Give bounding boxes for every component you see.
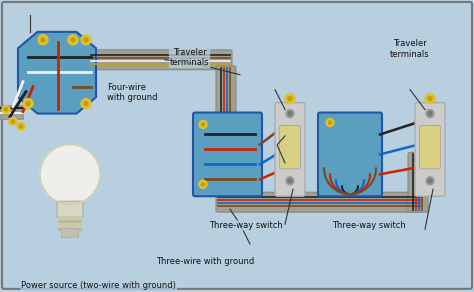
FancyBboxPatch shape [275, 102, 305, 196]
Circle shape [199, 180, 207, 188]
Circle shape [201, 183, 205, 186]
FancyBboxPatch shape [57, 201, 83, 217]
Circle shape [326, 119, 334, 126]
Circle shape [23, 99, 33, 109]
FancyBboxPatch shape [280, 126, 301, 169]
FancyBboxPatch shape [216, 66, 236, 196]
FancyBboxPatch shape [415, 102, 445, 196]
Text: Power source (two-wire with ground): Power source (two-wire with ground) [21, 281, 176, 290]
Circle shape [19, 125, 23, 128]
Circle shape [288, 179, 292, 183]
Circle shape [2, 106, 10, 114]
Circle shape [426, 110, 434, 118]
Text: Traveler
terminals: Traveler terminals [390, 39, 430, 59]
Bar [58, 216, 82, 219]
Circle shape [38, 35, 48, 45]
Bar [58, 228, 82, 231]
FancyBboxPatch shape [89, 50, 232, 70]
Bar [0, 105, 23, 119]
Circle shape [41, 38, 45, 42]
Circle shape [84, 38, 88, 42]
Circle shape [288, 112, 292, 116]
Circle shape [425, 94, 435, 104]
Circle shape [81, 35, 91, 45]
Circle shape [84, 102, 88, 106]
Text: Three-wire with ground: Three-wire with ground [156, 258, 255, 266]
Circle shape [71, 38, 75, 42]
FancyBboxPatch shape [408, 152, 428, 212]
FancyBboxPatch shape [2, 2, 472, 289]
Text: Three-way switch: Three-way switch [332, 221, 406, 230]
FancyBboxPatch shape [318, 112, 382, 196]
Circle shape [201, 123, 205, 126]
Text: Three-way switch: Three-way switch [209, 221, 283, 230]
Circle shape [81, 99, 91, 109]
FancyBboxPatch shape [216, 192, 422, 212]
FancyBboxPatch shape [419, 126, 440, 169]
Polygon shape [18, 32, 96, 114]
Bar [58, 224, 82, 227]
Circle shape [288, 97, 292, 101]
Circle shape [4, 108, 8, 111]
Circle shape [68, 35, 78, 45]
Circle shape [286, 177, 294, 185]
Circle shape [428, 97, 432, 101]
Circle shape [9, 118, 17, 126]
Text: Traveler
terminals: Traveler terminals [170, 48, 210, 67]
Circle shape [428, 112, 432, 116]
Circle shape [328, 121, 332, 124]
Circle shape [40, 145, 100, 204]
Circle shape [17, 123, 25, 131]
Text: Four-wire
with ground: Four-wire with ground [107, 83, 157, 102]
Circle shape [426, 177, 434, 185]
Bar [58, 220, 82, 223]
Circle shape [11, 120, 15, 123]
Circle shape [428, 179, 432, 183]
FancyBboxPatch shape [62, 229, 79, 238]
Circle shape [26, 102, 30, 106]
Circle shape [285, 94, 295, 104]
Circle shape [199, 121, 207, 128]
FancyBboxPatch shape [193, 112, 262, 196]
Circle shape [286, 110, 294, 118]
